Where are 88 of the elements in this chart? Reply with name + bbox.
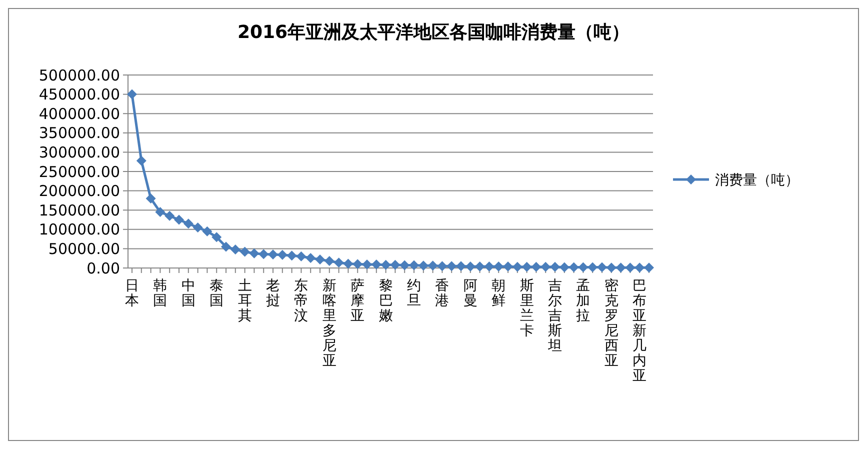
x-tick-label: 约旦	[407, 278, 421, 309]
point	[334, 258, 344, 268]
point	[343, 258, 354, 269]
point	[625, 262, 636, 273]
point	[324, 256, 334, 266]
x-tick-label: 日本	[125, 278, 139, 309]
point	[174, 214, 184, 225]
point	[634, 262, 645, 273]
x-tick-label: 阿曼	[463, 278, 478, 309]
point	[437, 261, 448, 272]
point	[446, 261, 457, 272]
point	[494, 261, 504, 272]
x-tick-label: 吉尔吉斯坦	[547, 278, 562, 354]
point	[212, 232, 222, 242]
point	[306, 252, 316, 263]
point	[268, 249, 278, 260]
chart-title: 2016年亚洲及太平洋地区各国咖啡消费量（吨）	[237, 22, 630, 43]
x-tick-label: 韩国	[153, 278, 168, 309]
point	[474, 261, 485, 272]
point	[550, 262, 560, 272]
point	[249, 248, 260, 258]
x-tick-label: 香港	[435, 278, 450, 309]
y-tick-label: 50000.00	[48, 240, 120, 258]
point	[146, 194, 156, 204]
point	[606, 262, 616, 273]
x-tick-label: 朝鲜	[492, 278, 506, 309]
point	[390, 260, 400, 270]
point	[540, 262, 551, 272]
y-tick-label: 450000.00	[38, 86, 120, 104]
point	[400, 260, 410, 270]
point	[588, 262, 598, 272]
point	[230, 244, 240, 254]
point	[362, 260, 372, 270]
point	[240, 246, 250, 257]
x-tick-label: 中国	[181, 278, 196, 309]
point	[568, 262, 579, 272]
x-tick-label: 老挝	[266, 278, 280, 309]
point	[616, 262, 626, 273]
x-tick-label: 东帝汶	[294, 278, 308, 324]
point	[296, 251, 306, 262]
point	[380, 260, 391, 270]
point	[428, 260, 438, 271]
point	[286, 250, 297, 261]
point	[221, 242, 231, 252]
x-tick-label: 土耳其	[238, 278, 252, 324]
point	[597, 262, 607, 272]
point	[183, 218, 194, 229]
point	[202, 226, 212, 236]
point	[578, 262, 588, 272]
point	[315, 254, 325, 265]
point	[522, 262, 532, 272]
point	[409, 260, 419, 270]
point	[531, 262, 542, 272]
x-tick-label: 萨摩亚	[350, 278, 365, 324]
y-tick-label: 400000.00	[38, 104, 120, 123]
x-tick-label: 黎巴嫩	[378, 278, 393, 324]
x-tick-label: 孟加拉	[576, 278, 590, 324]
y-tick-label: 150000.00	[38, 201, 120, 220]
point	[559, 262, 570, 272]
point	[484, 261, 494, 272]
x-tick-label: 新喀里多尼亚	[322, 278, 336, 369]
point	[456, 261, 466, 272]
y-tick-label: 100000.00	[38, 220, 120, 239]
point	[465, 261, 476, 272]
point	[371, 260, 382, 270]
point	[136, 156, 146, 166]
point	[503, 261, 513, 272]
point	[192, 222, 203, 232]
x-tick-label: 密克罗尼西亚	[604, 278, 618, 369]
point	[644, 262, 654, 273]
point	[155, 207, 166, 218]
y-tick-label: 350000.00	[38, 124, 120, 142]
point	[512, 262, 522, 272]
x-tick-label: 泰国	[210, 278, 224, 309]
y-tick-label: 300000.00	[38, 143, 120, 162]
point	[418, 260, 428, 271]
x-tick-label: 斯里兰卡	[520, 278, 534, 339]
point	[164, 210, 175, 221]
point	[277, 250, 288, 260]
y-tick-label: 500000.00	[38, 66, 120, 84]
point	[127, 89, 137, 100]
y-tick-label: 200000.00	[38, 182, 120, 200]
y-tick-label: 250000.00	[38, 162, 120, 181]
point	[258, 249, 269, 260]
y-tick-label: 0.00	[86, 259, 120, 278]
point	[352, 259, 363, 270]
legend-label: 消费量（吨）	[715, 172, 799, 188]
x-tick-label: 巴布亚新几内亚	[632, 278, 647, 384]
